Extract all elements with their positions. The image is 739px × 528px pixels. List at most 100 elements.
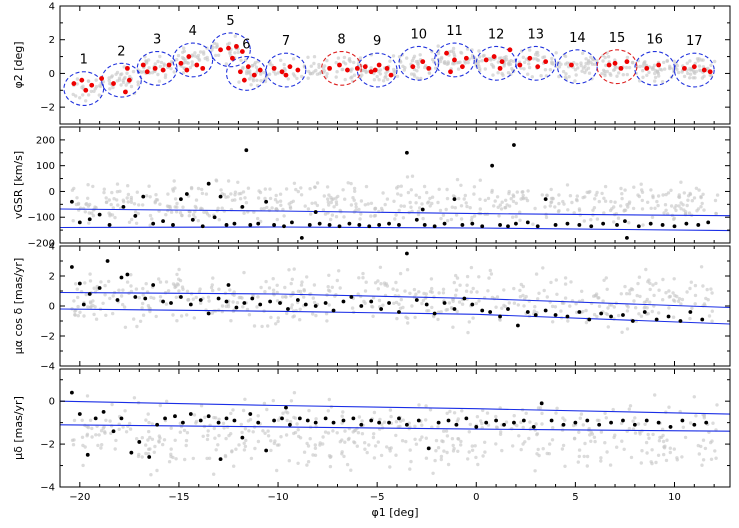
member-star [224, 223, 229, 227]
background-star [643, 305, 647, 309]
background-star [397, 302, 401, 306]
background-star [514, 201, 518, 205]
background-star [647, 70, 651, 75]
member-star [666, 314, 671, 319]
background-star [358, 217, 362, 221]
member-star [648, 221, 653, 226]
background-star [381, 191, 385, 195]
background-star [330, 285, 334, 289]
background-star [278, 199, 283, 203]
panel-plot-area [63, 32, 717, 107]
background-star [657, 288, 661, 292]
background-star [312, 61, 316, 66]
background-star [394, 433, 398, 438]
background-star [342, 454, 346, 459]
background-star [342, 215, 346, 219]
background-star [399, 419, 403, 423]
background-star [560, 301, 565, 305]
member-star [244, 148, 249, 153]
background-star [279, 203, 283, 207]
background-star [523, 60, 527, 64]
background-star [78, 96, 82, 100]
member-star [129, 450, 134, 455]
background-star [665, 438, 669, 442]
observation-field-5 [210, 32, 251, 68]
member-star [577, 310, 582, 314]
background-star [267, 286, 272, 290]
member-star [163, 416, 167, 421]
member-star [242, 301, 247, 305]
background-star [459, 204, 464, 208]
background-star [205, 456, 209, 461]
background-star [265, 407, 269, 412]
background-star [576, 66, 580, 70]
background-star [701, 438, 706, 442]
background-star [561, 443, 566, 448]
background-star [381, 303, 385, 307]
background-star [317, 62, 321, 67]
background-star [399, 193, 403, 197]
background-star [298, 318, 302, 322]
background-star [292, 391, 297, 395]
background-star [612, 435, 616, 440]
background-star [243, 444, 248, 449]
background-star [457, 196, 461, 201]
background-star [614, 65, 618, 69]
member-star [436, 420, 441, 425]
background-star [75, 77, 80, 81]
background-star [655, 199, 659, 204]
background-star [630, 60, 635, 65]
background-star [459, 217, 464, 221]
background-star [144, 282, 148, 286]
background-star [394, 453, 398, 457]
background-star [150, 217, 154, 221]
background-star [182, 57, 186, 61]
background-star [524, 196, 528, 200]
member-star [140, 62, 146, 68]
background-star [580, 69, 584, 73]
stream-track-upper [60, 291, 730, 309]
background-star [359, 199, 364, 203]
background-star [107, 211, 111, 215]
background-star [672, 447, 676, 451]
background-star [675, 458, 679, 462]
background-star [370, 305, 375, 309]
background-star [563, 75, 568, 79]
background-star [545, 451, 549, 456]
observation-field-9 [356, 52, 398, 88]
observation-field-4 [172, 42, 214, 78]
background-star [144, 443, 148, 447]
background-star [236, 180, 240, 184]
background-star [237, 295, 241, 300]
background-star [83, 281, 87, 285]
background-star [181, 287, 185, 291]
background-star [649, 188, 653, 192]
background-star [545, 295, 549, 299]
member-star [111, 81, 116, 86]
background-star [214, 448, 218, 452]
background-star [242, 441, 246, 445]
background-star [201, 50, 206, 54]
background-star [86, 305, 90, 309]
background-star [499, 430, 503, 434]
background-star [528, 48, 532, 52]
background-star [638, 430, 642, 434]
background-star [194, 421, 198, 425]
background-star [394, 420, 399, 424]
background-star [360, 432, 365, 436]
background-star [222, 209, 226, 213]
background-star [193, 54, 197, 58]
member-star [152, 65, 158, 71]
background-star [175, 57, 179, 62]
background-star [442, 429, 446, 433]
member-star [656, 62, 662, 68]
background-star [382, 420, 387, 424]
background-star [261, 429, 265, 433]
background-star [75, 196, 79, 200]
member-star [535, 64, 541, 70]
member-star [463, 55, 469, 61]
background-star [433, 458, 437, 463]
background-star [327, 303, 331, 307]
background-star [568, 304, 572, 308]
background-star [397, 208, 401, 213]
